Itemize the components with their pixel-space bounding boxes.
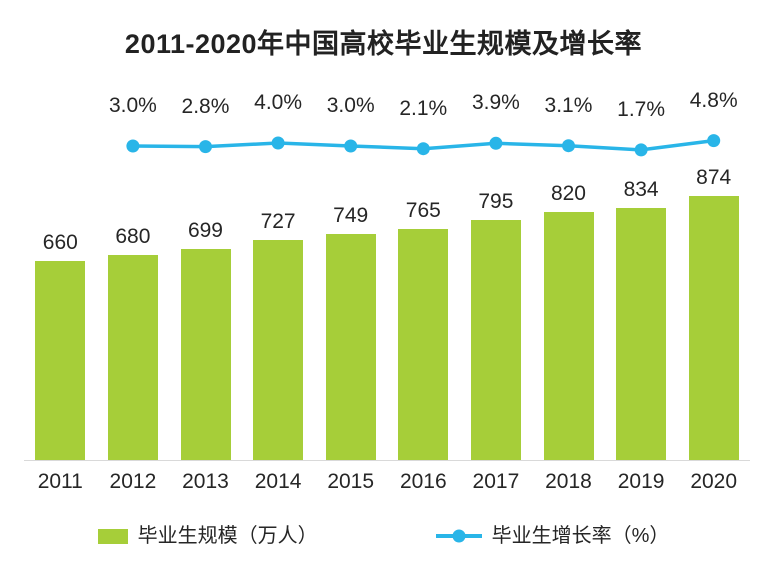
bar-2013: [180, 249, 231, 460]
line-series-swatch-icon: [435, 529, 482, 543]
legend-item-line: 毕业生增长率（%）: [435, 524, 670, 548]
pct-label-2017: 3.9%: [471, 91, 520, 115]
x-axis-label-2020: 2020: [690, 470, 738, 493]
line-point-2017: [489, 136, 503, 150]
x-axis-label-2015: 2015: [327, 470, 375, 493]
bar-2016: [398, 229, 449, 460]
line-point-2018: [562, 139, 575, 153]
x-axis-label-2011: 2011: [37, 470, 83, 493]
line-point-2012: [126, 139, 140, 153]
bar-value-label-2016: 765: [405, 199, 441, 222]
line-point-2020: [707, 134, 721, 148]
x-axis-label-2016: 2016: [399, 470, 447, 493]
line-point-2014: [271, 136, 285, 150]
chart-title: 2011-2020年中国高校毕业生规模及增长率: [124, 29, 643, 59]
legend-item-bar: 毕业生规模（万人）: [97, 524, 318, 548]
pct-label-2015: 3.0%: [326, 94, 375, 117]
bar-2011: [35, 261, 86, 460]
bar-value-label-2019: 834: [623, 178, 659, 201]
bar-2014: [253, 240, 304, 460]
bar-2020: [688, 196, 739, 460]
pct-label-2013: 2.8%: [181, 94, 230, 118]
x-axis-label-2018: 2018: [545, 470, 592, 493]
pct-label-2019: 1.7%: [617, 97, 666, 121]
line-point-2016: [416, 142, 430, 156]
bar-value-label-2015: 749: [333, 204, 369, 227]
line-series-dot-icon: [452, 529, 466, 543]
bar-2017: [470, 220, 521, 460]
bar-value-label-2017: 795: [478, 190, 514, 213]
legend-bar-label: 毕业生规模（万人）: [137, 525, 318, 547]
x-axis-baseline: [24, 460, 750, 461]
bar-2019: [616, 208, 667, 460]
bar-2012: [107, 255, 158, 460]
x-axis-label-2014: 2014: [254, 470, 302, 493]
line-point-2019: [634, 143, 648, 157]
x-axis-label-2013: 2013: [182, 470, 229, 493]
bar-value-label-2020: 874: [696, 166, 732, 189]
line-point-2015: [344, 139, 358, 153]
x-axis-label-2019: 2019: [617, 470, 665, 493]
pct-label-2020: 4.8%: [689, 88, 738, 112]
x-axis-label-2012: 2012: [109, 470, 157, 493]
bar-value-label-2014: 727: [260, 210, 296, 233]
legend-line-label: 毕业生增长率（%）: [491, 525, 670, 547]
line-point-2013: [199, 140, 212, 154]
bar-value-label-2018: 820: [550, 182, 586, 205]
bar-2018: [543, 212, 594, 460]
bar-value-label-2013: 699: [187, 219, 223, 242]
pct-label-2016: 2.1%: [399, 96, 448, 120]
bar-value-label-2012: 680: [115, 225, 151, 248]
pct-label-2014: 4.0%: [254, 91, 303, 114]
bar-series-swatch-icon: [97, 528, 128, 544]
bar-value-label-2011: 660: [42, 231, 78, 254]
pct-label-2012: 3.0%: [108, 94, 157, 117]
bar-2015: [325, 234, 376, 460]
x-axis-label-2017: 2017: [472, 470, 520, 493]
pct-label-2018: 3.1%: [544, 93, 593, 117]
chart-legend: 毕业生规模（万人） 毕业生增长率（%）: [0, 524, 767, 548]
